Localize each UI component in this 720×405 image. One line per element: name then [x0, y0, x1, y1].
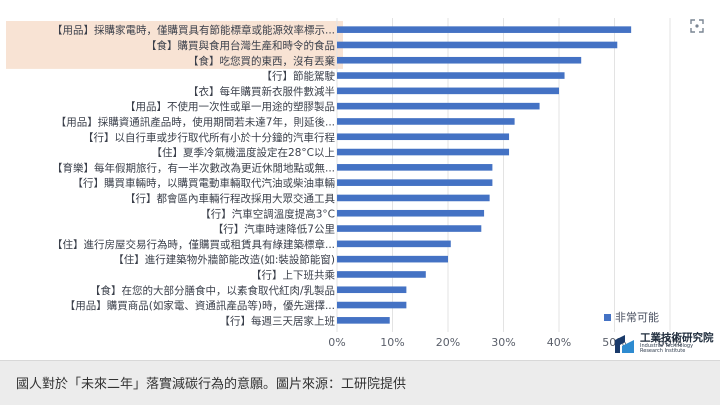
category-label: 【行】上下班共乘 [251, 268, 335, 281]
bar [337, 225, 482, 232]
category-label: 【行】都會區內車輛行程改採用大眾交通工具 [125, 192, 335, 205]
bar [337, 271, 426, 278]
bar [337, 102, 540, 110]
x-tick-label: 40% [547, 336, 571, 349]
bar [337, 301, 407, 309]
bar [337, 72, 565, 79]
category-label: 【行】節能駕駛 [262, 70, 336, 83]
category-label: 【用品】採購家電時，僅購買具有節能標章或能源效率標示... [52, 24, 335, 37]
bar [337, 56, 582, 64]
x-tick-label: 0% [328, 336, 345, 349]
image-caption: 國人對於「未來二年」落實減碳行為的意願。圖片來源：工研院提供 [0, 360, 720, 405]
x-tick-label: 20% [436, 336, 460, 349]
x-tick-label: 30% [491, 336, 515, 349]
x-tick-label: 10% [380, 336, 404, 349]
bar-chart: 【用品】採購家電時，僅購買具有節能標章或能源效率標示... 【食】購買與食用台灣生… [6, 18, 682, 349]
category-label: 【行】汽車空調溫度提高3°C [200, 207, 335, 220]
bar [337, 240, 451, 248]
bar [337, 87, 559, 95]
category-label: 【住】進行房屋交易行為時，僅購買或租賃具有綠建築標章... [52, 238, 335, 251]
chart-panel: 【用品】採購家電時，僅購買具有節能標章或能源效率標示... 【食】購買與食用台灣生… [6, 5, 714, 355]
bar [337, 209, 485, 217]
bar [337, 133, 510, 141]
category-label: 【用品】購買商品(如家電、資通訊產品等)時，優先選擇... [65, 299, 335, 312]
grid-layer [336, 18, 671, 332]
category-label: 【食】在您的大部分膳食中，以素食取代紅肉/乳製品 [90, 284, 335, 297]
bar [337, 317, 390, 324]
bar [337, 286, 407, 294]
bar [337, 26, 632, 33]
category-label: 【行】以自行車或步行取代所有小於十分鐘的汽車行程 [83, 131, 335, 144]
bar [337, 164, 493, 171]
category-label: 【行】汽車時速降低7公里 [213, 223, 335, 236]
category-label: 【住】進行建築物外牆節能改造(如:裝設節能窗) [113, 253, 335, 266]
caption-text: 國人對於「未來二年」落實減碳行為的意願。圖片來源：工研院提供 [16, 377, 407, 392]
bar [337, 179, 493, 186]
category-label: 【食】吃您買的東西，沒有丟棄 [188, 54, 335, 67]
highlight-band [6, 21, 343, 69]
category-label: 【用品】不使用一次性或單一用途的塑膠製品 [125, 100, 335, 113]
bar [337, 118, 515, 125]
bar [337, 148, 510, 156]
highlight-layer [6, 21, 343, 69]
legend-label: 非常可能 [615, 311, 659, 324]
x-tick-label-layer: 0% 10% 20% 30% 40% 50% 60% [328, 336, 682, 349]
legend-swatch [604, 313, 611, 321]
chart-legend: 非常可能 [604, 309, 659, 325]
category-label: 【行】購買車輛時，以購買電動車輛取代汽油或柴油車輛 [73, 177, 336, 190]
bar [337, 41, 618, 49]
logo-name-en-2: Research Institute [640, 348, 686, 355]
itri-logo-mark [614, 334, 636, 354]
itri-logo-text: 工業技術研究院 Industrial Technology Research I… [640, 332, 714, 355]
itri-logo: 工業技術研究院 Industrial Technology Research I… [614, 332, 714, 355]
category-label: 【住】夏季冷氣機溫度設定在28°C以上 [152, 146, 335, 159]
category-label: 【食】購買與食用台灣生產和時令的食品 [146, 39, 335, 52]
logo-name-en-1: Industrial Technology [640, 343, 694, 350]
category-label: 【用品】採購資通訊產品時，使用期間若未達7年，則延後... [56, 115, 335, 128]
bar [337, 255, 448, 263]
category-label: 【衣】每年購買新衣服件數減半 [188, 85, 335, 98]
expand-icon[interactable] [686, 19, 708, 39]
category-label: 【育樂】每年假期旅行，有一半次數改為更近休閒地點或無... [52, 161, 335, 174]
category-label-layer: 【用品】採購家電時，僅購買具有節能標章或能源效率標示... 【食】購買與食用台灣生… [52, 24, 336, 328]
bar-layer [337, 26, 632, 324]
bar [337, 194, 490, 202]
category-label: 【行】每週三天居家上班 [220, 314, 336, 327]
x-tick-label: 60% [658, 336, 682, 349]
logo-name-zh: 工業技術研究院 [640, 332, 714, 344]
